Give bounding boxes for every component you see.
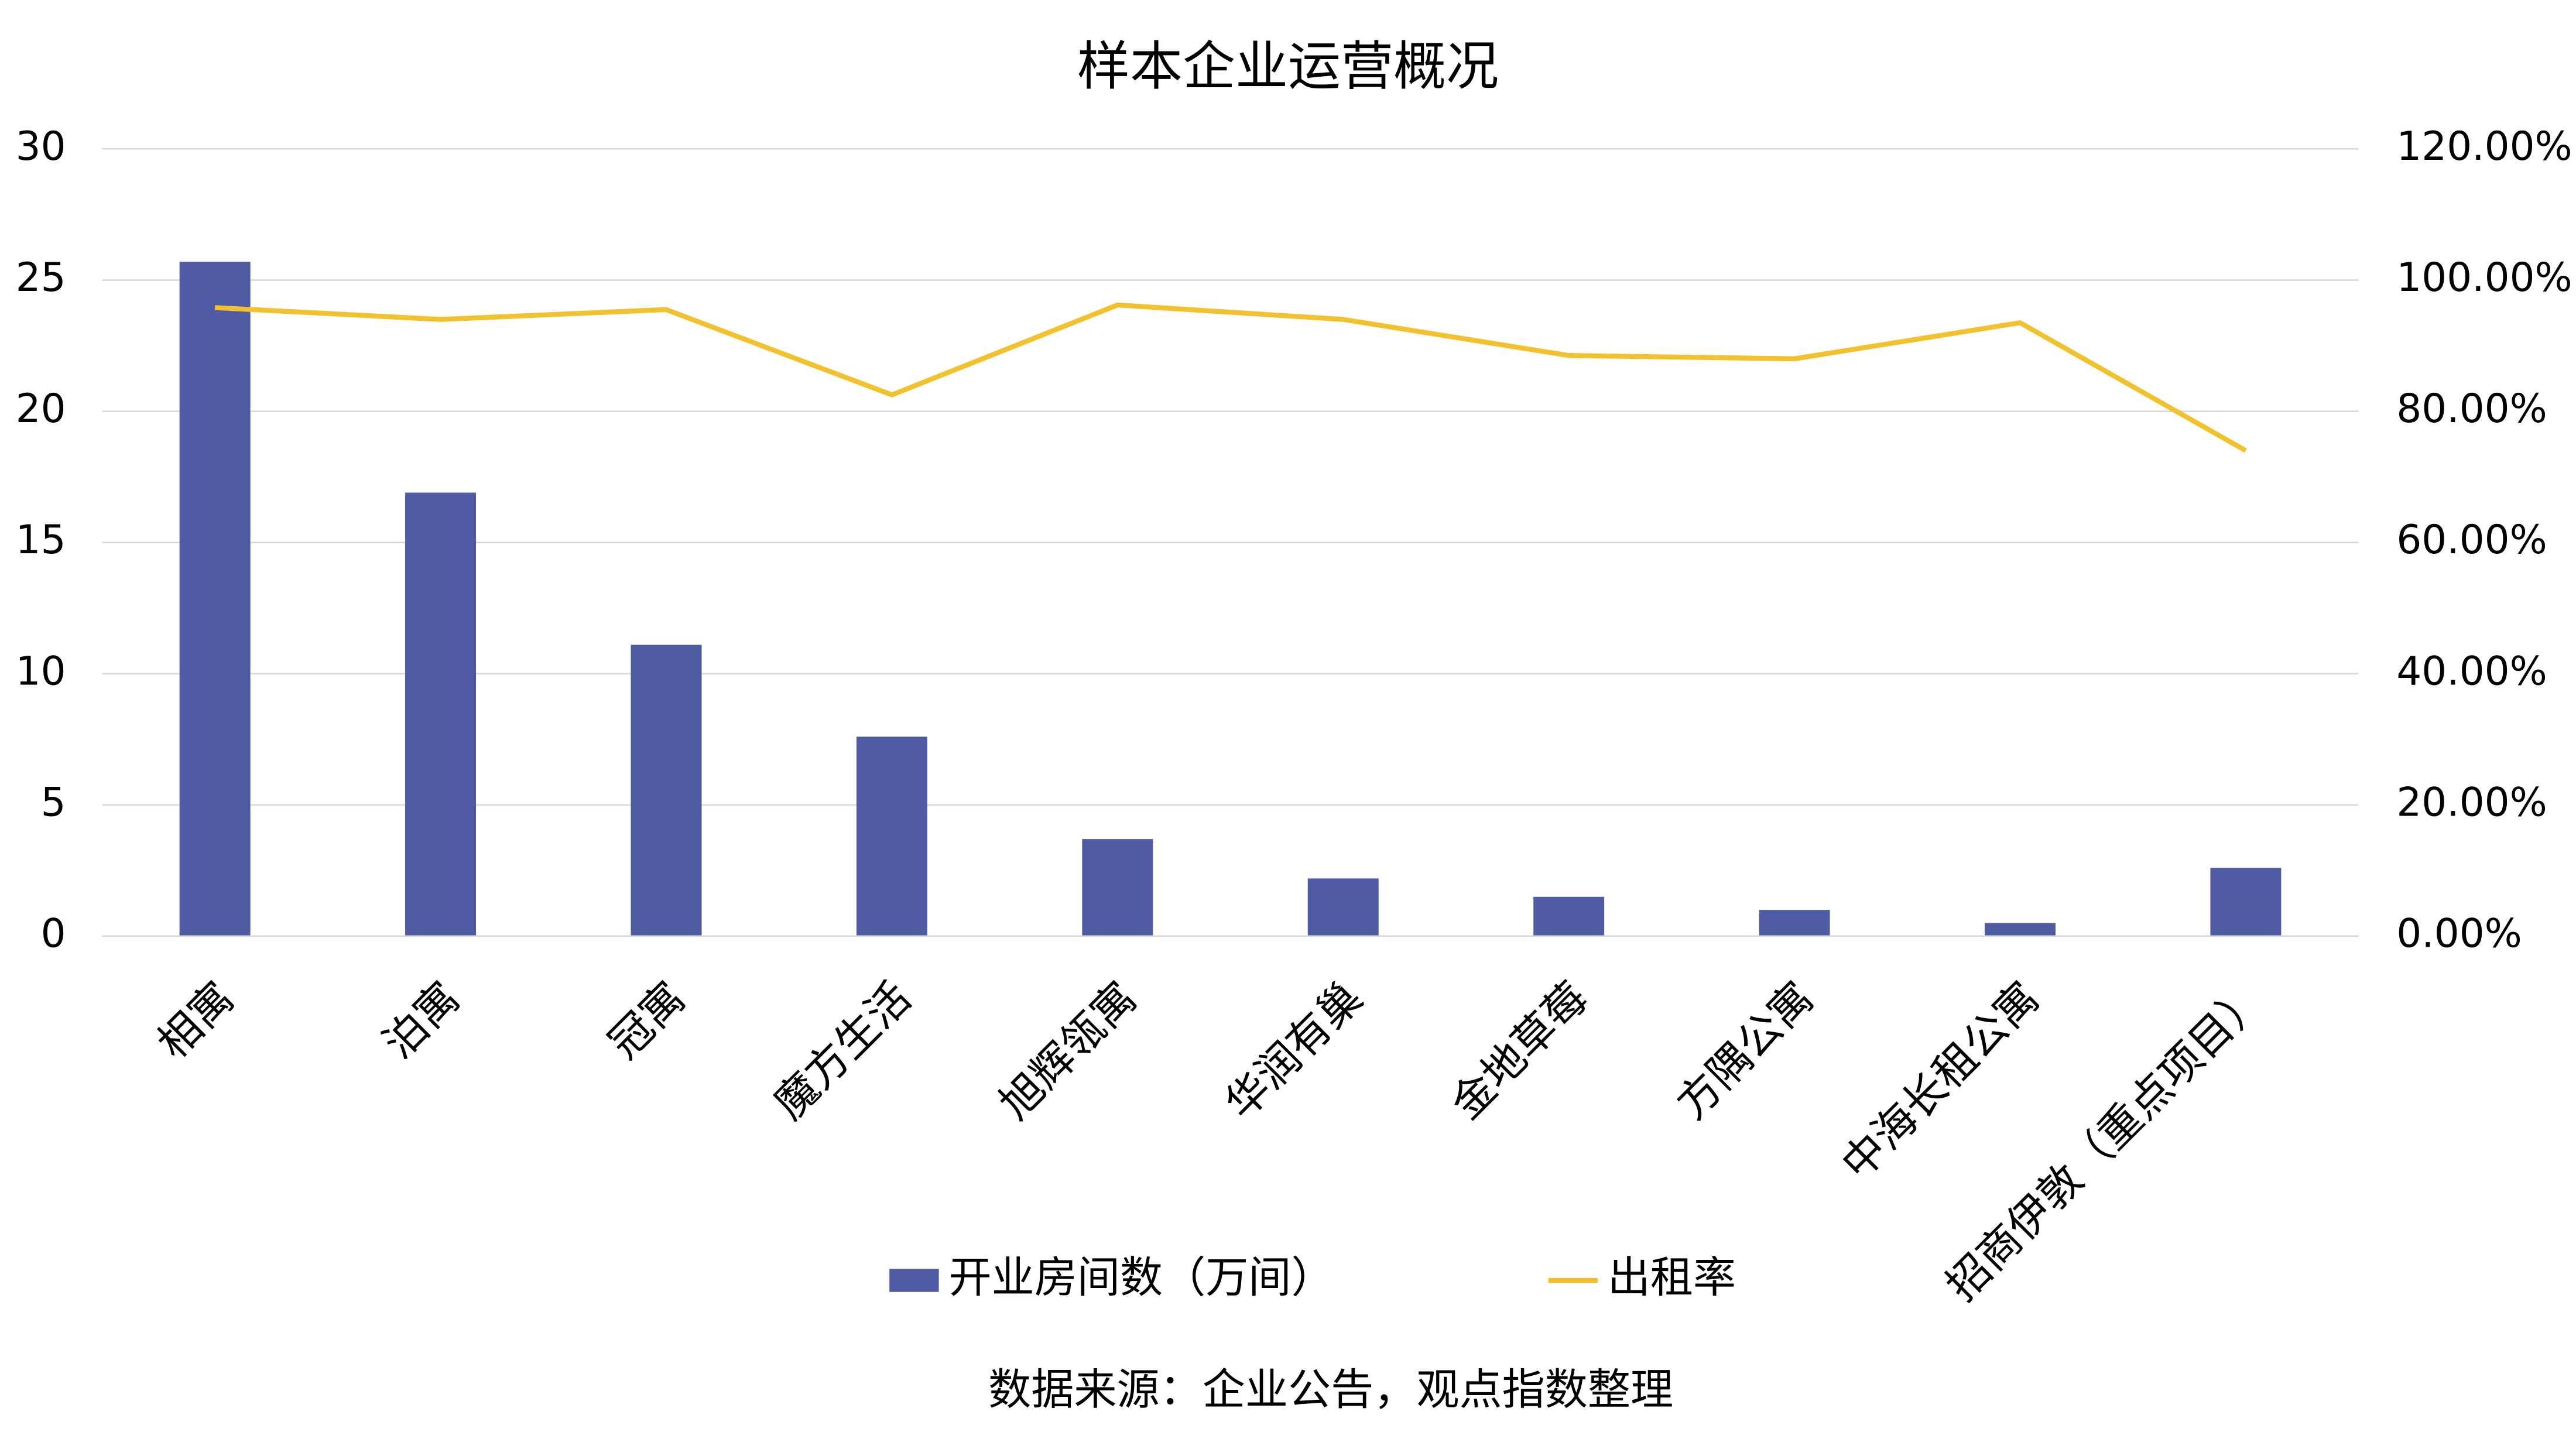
y2-tick-label: 0.00% bbox=[2396, 910, 2522, 957]
bar bbox=[856, 737, 927, 937]
x-tick-label: 相寓 bbox=[148, 972, 244, 1068]
x-tick-label: 泊寓 bbox=[374, 972, 470, 1068]
source-note: 数据来源：企业公告，观点指数整理 bbox=[988, 1365, 1673, 1414]
x-tick-label: 方隅公寓 bbox=[1667, 972, 1824, 1129]
y-tick-label: 15 bbox=[16, 516, 66, 563]
bar bbox=[1082, 839, 1153, 937]
y2-tick-label: 40.00% bbox=[2396, 648, 2547, 694]
y-tick-label: 10 bbox=[16, 648, 66, 694]
bar bbox=[1307, 878, 1379, 937]
bar bbox=[179, 262, 251, 937]
bar bbox=[631, 645, 702, 937]
x-tick-label: 华润有巢 bbox=[1216, 972, 1372, 1129]
y-tick-label: 0 bbox=[41, 910, 66, 957]
y2-tick-label: 100.00% bbox=[2396, 254, 2572, 300]
bar bbox=[1533, 896, 1605, 937]
x-tick-label: 魔方生活 bbox=[765, 972, 921, 1129]
line bbox=[214, 302, 2248, 453]
y-tick-label: 5 bbox=[41, 779, 66, 825]
chart-title: 样本企业运营概况 bbox=[1077, 36, 1499, 97]
legend-label: 出租率 bbox=[1608, 1253, 1736, 1303]
x-tick-label: 旭辉瓴寓 bbox=[990, 972, 1146, 1129]
y-tick-label: 25 bbox=[16, 254, 66, 300]
y2-tick-label: 80.00% bbox=[2396, 385, 2547, 431]
bar bbox=[2210, 868, 2282, 937]
bar bbox=[1985, 923, 2056, 937]
y2-tick-label: 60.00% bbox=[2396, 516, 2547, 563]
legend-swatch bbox=[889, 1269, 939, 1292]
bar bbox=[405, 492, 477, 937]
y-tick-label: 30 bbox=[16, 123, 66, 169]
y2-tick-label: 120.00% bbox=[2396, 123, 2572, 169]
y-tick-label: 20 bbox=[16, 385, 66, 431]
legend-label: 开业房间数（万间） bbox=[948, 1253, 1334, 1303]
x-tick-label: 金地草莓 bbox=[1441, 972, 1598, 1129]
y2-tick-label: 20.00% bbox=[2396, 779, 2547, 825]
x-tick-label: 冠寓 bbox=[600, 972, 696, 1068]
x-tick-label: 中海长租公寓 bbox=[1832, 972, 2049, 1189]
bar bbox=[1759, 910, 1830, 937]
